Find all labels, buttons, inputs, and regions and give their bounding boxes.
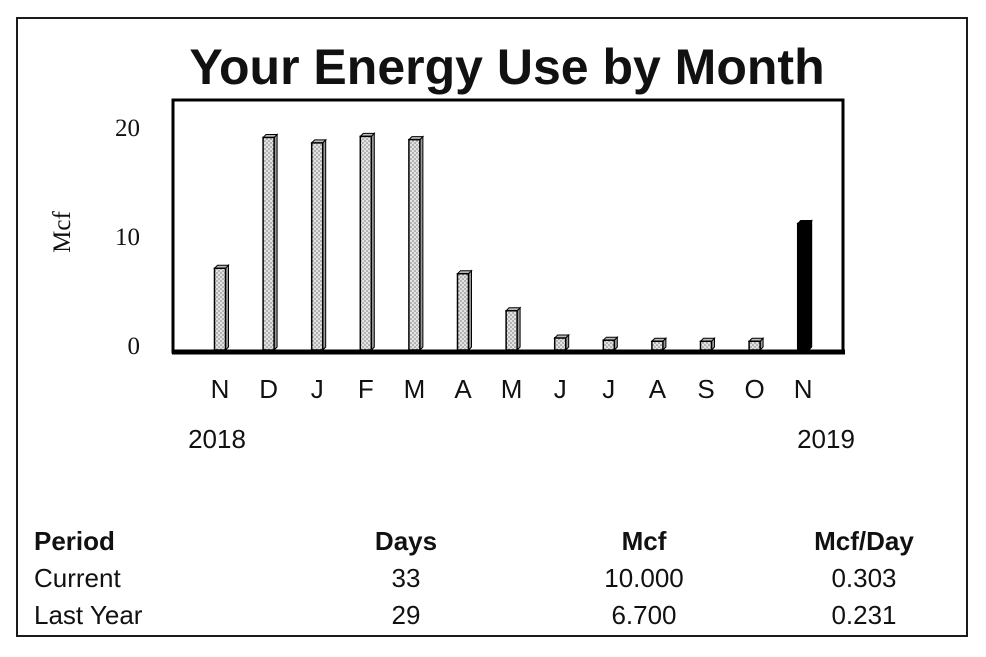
header-days: Days — [374, 526, 438, 556]
bar — [748, 340, 761, 351]
bar — [213, 267, 227, 351]
year-start-label: 2018 — [188, 424, 246, 454]
bar — [408, 138, 421, 351]
usage-table: Period Days Mcf Mcf/Day Current 33 10.00… — [34, 526, 934, 637]
x-tick-label: A — [649, 374, 667, 404]
bar — [359, 135, 373, 351]
x-tick-label: M — [501, 374, 523, 404]
x-tick-label: J — [554, 374, 567, 404]
bar — [310, 142, 324, 351]
x-tick-label: J — [602, 374, 615, 404]
y-tick-labels: 0 10 20 — [115, 115, 140, 360]
x-tick-label: F — [358, 374, 374, 404]
y-tick-label: 10 — [115, 224, 140, 251]
bar — [456, 272, 470, 351]
row-label: Current — [34, 563, 121, 593]
mcf-value: 6.700 — [611, 600, 677, 630]
x-tick-label: J — [311, 374, 324, 404]
bar — [699, 340, 713, 351]
chart-title: Your Energy Use by Month — [189, 39, 825, 95]
x-tick-label: M — [404, 374, 426, 404]
row-label: Last Year — [34, 600, 143, 630]
mcf-per-day-value: 0.303 — [831, 563, 897, 593]
table-row-current: Current 33 10.000 0.303 — [34, 563, 934, 600]
bar — [505, 310, 518, 351]
y-axis-label: Mcf — [49, 211, 76, 253]
bar-series — [213, 132, 813, 352]
bar — [262, 136, 275, 351]
mcf-per-day-value: 0.231 — [831, 600, 897, 630]
bar — [602, 339, 616, 351]
x-tick-label: O — [744, 374, 764, 404]
bar — [651, 340, 664, 351]
days-value: 33 — [391, 563, 421, 593]
table-header-row: Period Days Mcf Mcf/Day — [34, 526, 934, 563]
x-tick-label: D — [259, 374, 278, 404]
header-mcf: Mcf — [621, 526, 667, 556]
bill-panel-frame — [16, 17, 968, 637]
header-mcf-per-day: Mcf/Day — [814, 526, 914, 556]
days-value: 29 — [391, 600, 421, 630]
header-period: Period — [34, 526, 115, 556]
year-end-label: 2019 — [797, 424, 855, 454]
bar — [553, 337, 567, 351]
x-tick-label: N — [794, 374, 813, 404]
x-tick-label: S — [697, 374, 714, 404]
y-tick-label: 20 — [115, 115, 140, 142]
bar-current-month — [796, 222, 810, 351]
x-tick-label: A — [454, 374, 472, 404]
x-tick-label: N — [211, 374, 230, 404]
table-row-last-year: Last Year 29 6.700 0.231 — [34, 600, 934, 637]
y-tick-label: 0 — [128, 333, 141, 360]
mcf-value: 10.000 — [604, 563, 684, 593]
